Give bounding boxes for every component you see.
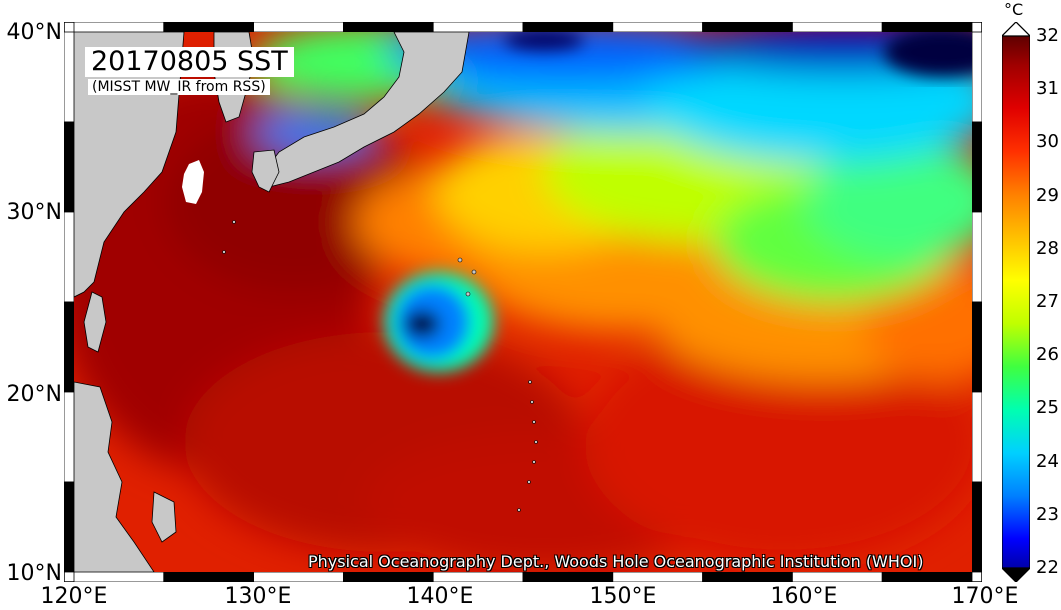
lon-label-160: 160°E: [770, 584, 838, 609]
frame-tick-h: [253, 22, 344, 33]
missing-data-patch: [182, 160, 204, 204]
sst-map-canvas: [64, 22, 982, 582]
colorbar-tick-label: 25: [1036, 397, 1059, 419]
frame-tick-v: [971, 301, 982, 393]
lat-label-20: 20°N: [6, 382, 62, 407]
frame-tick-h: [342, 22, 434, 33]
colorbar-tick-label: 30: [1036, 131, 1059, 153]
colorbar-tick-label: 27: [1036, 291, 1059, 312]
frame-tick-v: [64, 391, 75, 483]
frame-tick-v: [64, 211, 75, 303]
frame-tick-h: [792, 571, 883, 582]
frame-tick-v: [64, 31, 75, 123]
colorbar: [1002, 22, 1030, 582]
frame-tick-h: [612, 571, 703, 582]
frame-tick-v: [971, 481, 982, 573]
frame-tick-h: [73, 22, 165, 33]
colorbar-tick-label: 28: [1036, 237, 1059, 259]
frame-tick-v: [64, 121, 75, 213]
frame-tick-h: [612, 22, 703, 33]
lon-label-150: 150°E: [589, 584, 657, 609]
frame-tick-v: [64, 481, 75, 573]
colorbar-tick-label: 29: [1036, 184, 1059, 206]
frame-tick-h: [792, 22, 883, 33]
frame-tick-h: [522, 22, 614, 33]
lon-label-170: 170°E: [951, 584, 1019, 609]
colorbar-fill: [1002, 22, 1030, 582]
frame-tick-v: [64, 301, 75, 393]
map-title-box: 20170805 SST: [85, 47, 294, 77]
colorbar-min-arrow: [1002, 567, 1030, 582]
frame-tick-h: [432, 571, 524, 582]
lat-label-40: 40°N: [6, 20, 62, 45]
frame-tick-h: [702, 22, 793, 33]
sst-map: [64, 22, 982, 582]
north-dark-patch: [504, 32, 972, 77]
frame-tick-h: [881, 571, 973, 582]
frame-tick-h: [522, 571, 614, 582]
map-subtitle: (MISST MW_IR from RSS): [88, 79, 270, 95]
lon-label-140: 140°E: [406, 584, 474, 609]
lon-label-130: 130°E: [224, 584, 292, 609]
colorbar-unit: °C: [1004, 0, 1024, 19]
credit-text: Physical Oceanography Dept., Woods Hole …: [308, 552, 924, 571]
frame-tick-h: [702, 571, 793, 582]
colorbar-tick-label: 23: [1036, 503, 1059, 525]
frame-tick-h: [163, 571, 255, 582]
frame-tick-h: [342, 571, 434, 582]
frame-tick-h: [881, 22, 973, 33]
lon-label-120: 120°E: [40, 584, 108, 609]
frame-tick-h: [73, 571, 165, 582]
cold-eddy: [384, 272, 494, 372]
colorbar-tick-label: 31: [1036, 78, 1059, 100]
colorbar-tick-label: 22: [1036, 557, 1059, 578]
land: [74, 32, 470, 572]
frame-tick-h: [253, 571, 344, 582]
frame-tick-v: [971, 391, 982, 483]
colorbar-max-arrow: [1002, 22, 1030, 37]
islands: [222, 220, 538, 512]
frame-tick-h: [432, 22, 524, 33]
lat-label-30: 30°N: [6, 200, 62, 225]
map-title: 20170805 SST: [91, 46, 288, 77]
frame-tick-v: [971, 211, 982, 303]
frame-tick-h: [163, 22, 255, 33]
frame-tick-v: [971, 121, 982, 213]
colorbar-tick-label: 24: [1036, 450, 1059, 472]
colorbar-tick-label: 26: [1036, 344, 1059, 366]
lat-label-10: 10°N: [6, 561, 62, 586]
frame-tick-v: [971, 31, 982, 123]
colorbar-tick-label: 32: [1036, 25, 1059, 46]
